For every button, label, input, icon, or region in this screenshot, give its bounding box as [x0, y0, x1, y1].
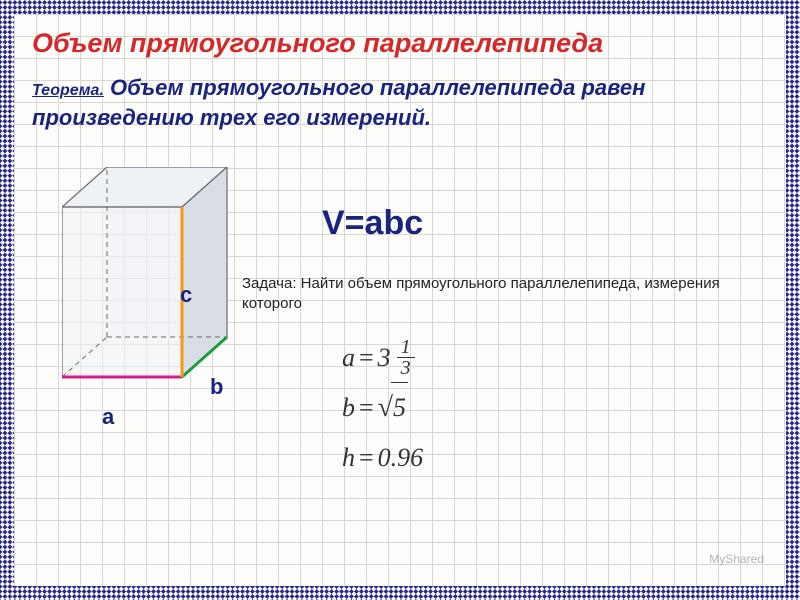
given-values: a = 3 1 3 b = √ 5 h = 0.96: [342, 332, 423, 482]
watermark: MyShared: [709, 552, 764, 566]
equation-b: b = √ 5: [342, 382, 423, 432]
volume-formula: V=abc: [322, 204, 423, 243]
equation-a: a = 3 1 3: [342, 332, 423, 382]
theorem-label: Теорема.: [32, 82, 104, 99]
equation-h: h = 0.96: [342, 432, 423, 482]
diagram-area: a b c V=abc Задача: Найти объем прямоуго…: [32, 142, 768, 442]
slide-title: Объем прямоугольного параллелепипеда: [32, 28, 768, 59]
theorem-body: Объем прямоугольного параллелепипеда рав…: [32, 75, 645, 130]
theorem-text: Теорема. Объем прямоугольного параллелеп…: [32, 73, 768, 132]
edge-label-a: a: [102, 404, 114, 430]
task-text: Задача: Найти объем прямоугольного парал…: [242, 274, 782, 313]
edge-label-c: c: [180, 282, 192, 308]
edge-label-b: b: [210, 374, 223, 400]
slide-content: Объем прямоугольного параллелепипеда Тео…: [14, 14, 786, 586]
